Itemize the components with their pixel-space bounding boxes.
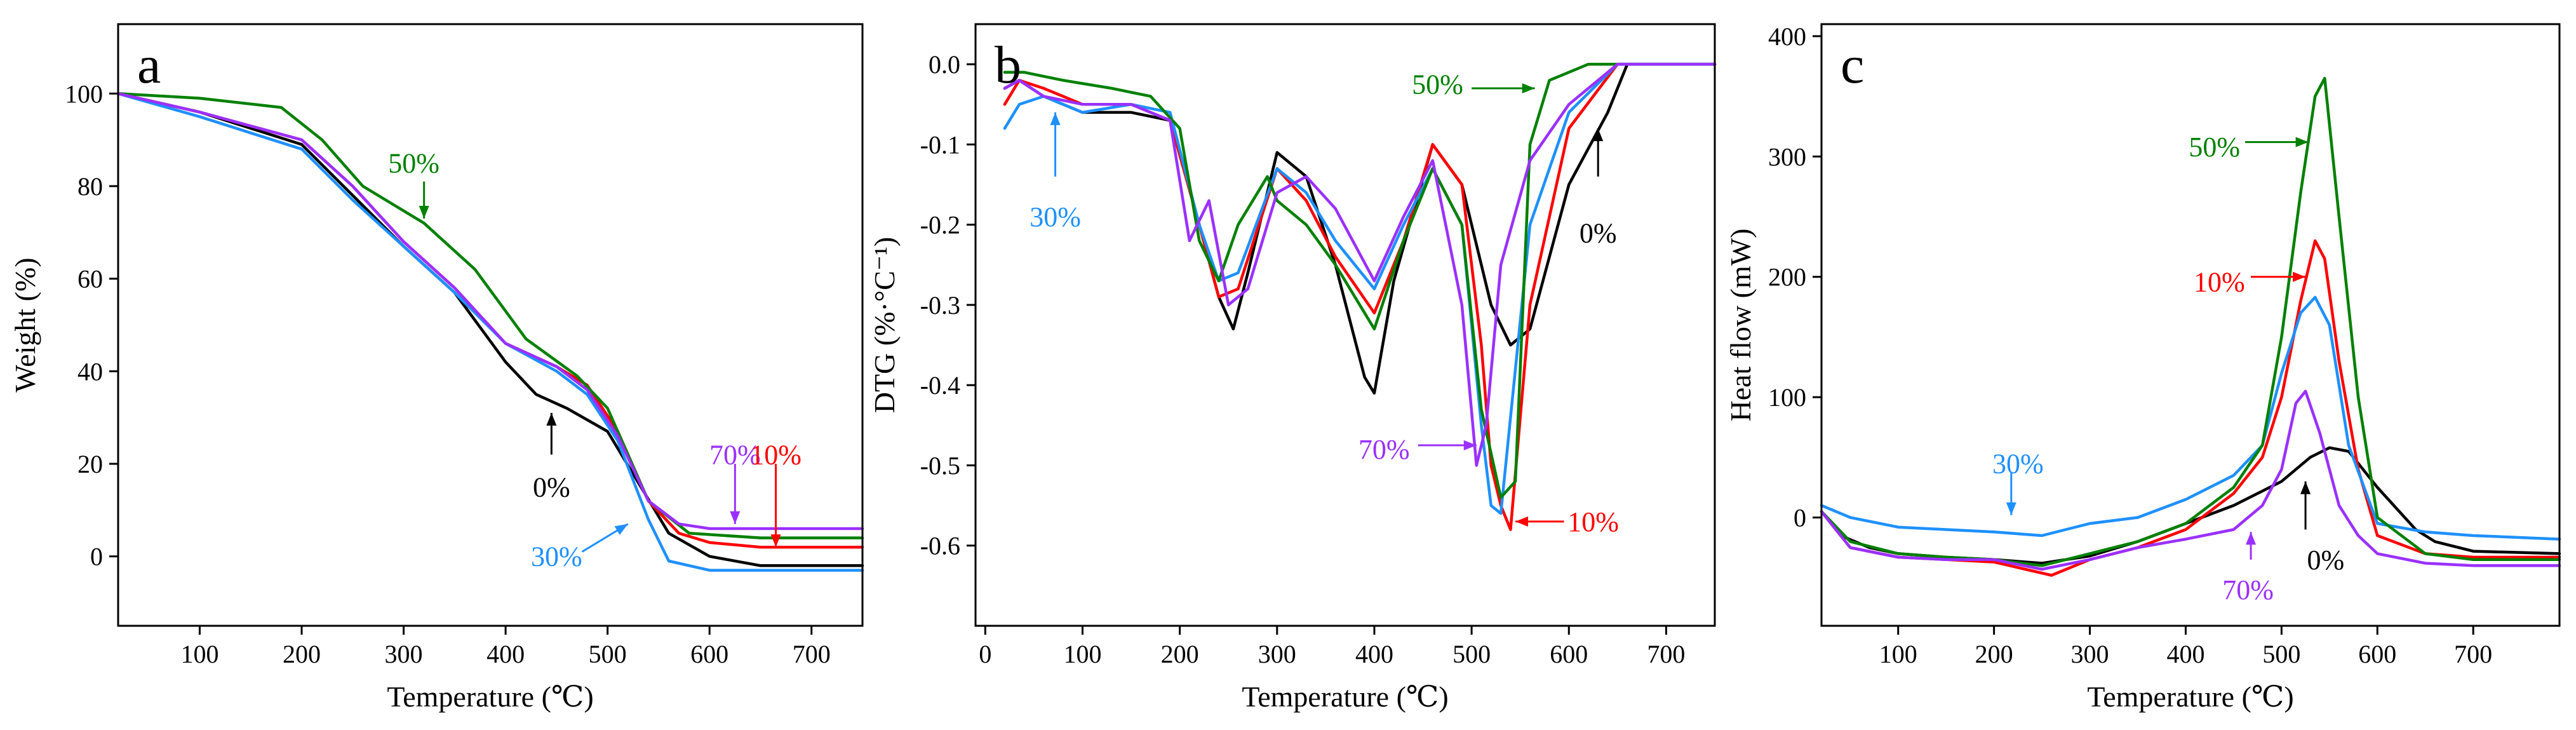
y-tick-label: 0.0 xyxy=(929,50,960,79)
x-tick-label: 700 xyxy=(1647,640,1685,668)
y-axis-label: DTG (%·°C⁻¹) xyxy=(868,237,901,413)
series-line-10pct xyxy=(1820,239,2561,577)
annotation-label: 0% xyxy=(1580,217,1617,248)
y-tick-label: 40 xyxy=(77,357,103,386)
annotation-label: 30% xyxy=(1992,448,2044,479)
y-tick-label: 20 xyxy=(77,450,103,478)
x-tick-label: 200 xyxy=(1161,640,1199,668)
annotation-arrowhead xyxy=(1050,112,1061,125)
series-line-0pct xyxy=(1820,446,2561,565)
panel-b: 0 100 200 300 400 500 600 700 0.0 -0.1 -0.2 -0.3 -0.… xyxy=(868,23,1717,713)
y-tick-label: 0 xyxy=(1794,504,1806,532)
x-tick-label: 500 xyxy=(2262,640,2300,668)
series-line-0pct xyxy=(116,92,864,567)
annotation-arrowhead xyxy=(546,412,557,426)
series-line-30pct xyxy=(1820,295,2561,541)
annotation-arrowhead xyxy=(730,511,741,524)
annotation-label: 70% xyxy=(2222,574,2274,605)
series-line-70pct xyxy=(116,92,864,531)
y-tick-label: 200 xyxy=(1768,263,1806,292)
y-tick-label: -0.5 xyxy=(920,451,960,480)
y-tick-label: 300 xyxy=(1768,142,1806,171)
annotation-label: 10% xyxy=(750,439,802,470)
annotation-arrowhead xyxy=(419,205,429,219)
y-tick-label: -0.3 xyxy=(920,291,960,320)
annotation-arrowhead xyxy=(2295,137,2309,147)
plot-frame xyxy=(1820,23,2561,627)
x-tick-label: 500 xyxy=(589,640,627,668)
x-axis-label: Temperature (℃) xyxy=(387,680,593,713)
x-tick-label: 700 xyxy=(793,640,831,668)
annotation-label: 50% xyxy=(388,148,439,179)
x-tick-label: 100 xyxy=(1879,640,1917,668)
y-tick-label: 100 xyxy=(1768,383,1806,412)
panel-letter: c xyxy=(1841,36,1864,95)
plot-frame xyxy=(974,23,1716,627)
annotation-arrowhead xyxy=(1515,516,1529,527)
y-axis-label: Heat flow (mW) xyxy=(1724,229,1757,422)
annotation-label: 70% xyxy=(1358,434,1410,465)
x-tick-label: 600 xyxy=(1550,640,1588,668)
y-tick-label: -0.4 xyxy=(920,371,960,400)
y-tick-label: 0 xyxy=(90,543,103,571)
panel-letter: b xyxy=(995,36,1021,95)
x-tick-label: 400 xyxy=(1355,640,1393,668)
x-tick-label: 200 xyxy=(283,640,321,668)
y-tick-label: -0.1 xyxy=(920,130,960,159)
series-line-50pct xyxy=(1820,76,2561,567)
y-axis-label: Weight (%) xyxy=(9,257,41,392)
series-line-50pct xyxy=(116,92,864,539)
annotation-arrowhead xyxy=(2293,271,2306,282)
x-tick-label: 300 xyxy=(1258,640,1296,668)
annotation-arrowhead xyxy=(2006,502,2016,515)
annotation-arrowhead xyxy=(614,524,628,535)
series-line-10pct xyxy=(116,92,864,549)
series-line-70pct xyxy=(1003,62,1717,467)
x-tick-label: 100 xyxy=(180,640,218,668)
panel-letter: a xyxy=(137,36,161,95)
annotation-label: 30% xyxy=(531,541,582,572)
x-tick-label: 200 xyxy=(1975,640,2013,668)
annotation-label: 10% xyxy=(2194,266,2245,297)
series-line-50pct xyxy=(1003,62,1717,499)
x-tick-label: 100 xyxy=(1063,640,1101,668)
x-tick-label: 300 xyxy=(2071,640,2109,668)
panel-c: 100 200 300 400 500 600 700 0 100 200 300 400 Temper… xyxy=(1724,22,2561,713)
x-tick-label: 600 xyxy=(690,640,728,668)
annotation-arrowhead xyxy=(2300,481,2311,494)
x-tick-label: 600 xyxy=(2358,640,2396,668)
annotation-label: 70% xyxy=(709,439,761,470)
series-line-70pct xyxy=(1820,389,2561,571)
y-tick-label: -0.2 xyxy=(920,211,960,240)
annotation-label: 0% xyxy=(2307,544,2344,576)
x-tick-label: 0 xyxy=(979,640,991,668)
y-tick-label: -0.6 xyxy=(920,532,960,560)
x-axis-label: Temperature (℃) xyxy=(2087,680,2293,713)
annotation-arrowhead xyxy=(770,534,781,548)
annotation-label: 50% xyxy=(1412,69,1463,100)
y-tick-label: 100 xyxy=(65,79,103,108)
x-tick-label: 400 xyxy=(2166,640,2204,668)
annotation-label: 0% xyxy=(533,471,570,503)
x-axis-label: Temperature (℃) xyxy=(1242,680,1448,713)
annotation-arrowhead xyxy=(1463,440,1477,450)
annotation-label: 50% xyxy=(2189,132,2240,163)
annotation-label: 30% xyxy=(1030,201,1081,233)
plot-frame xyxy=(117,23,864,627)
x-tick-label: 700 xyxy=(2454,640,2492,668)
y-tick-label: 400 xyxy=(1768,22,1806,51)
annotation-arrowhead xyxy=(2246,532,2257,545)
x-tick-label: 300 xyxy=(385,640,423,668)
x-tick-label: 400 xyxy=(486,640,525,668)
annotation-arrowhead xyxy=(1593,128,1604,142)
annotation-label: 10% xyxy=(1567,506,1619,537)
panel-a: 100 200 300 400 500 600 700 0 20 40 60 80 100 Tempera… xyxy=(9,23,864,713)
series-line-30pct xyxy=(116,92,864,572)
annotation-arrowhead xyxy=(1522,83,1535,94)
y-tick-label: 60 xyxy=(77,265,103,294)
series-line-30pct xyxy=(1003,62,1717,515)
x-tick-label: 500 xyxy=(1452,640,1491,668)
y-tick-label: 80 xyxy=(77,172,103,201)
